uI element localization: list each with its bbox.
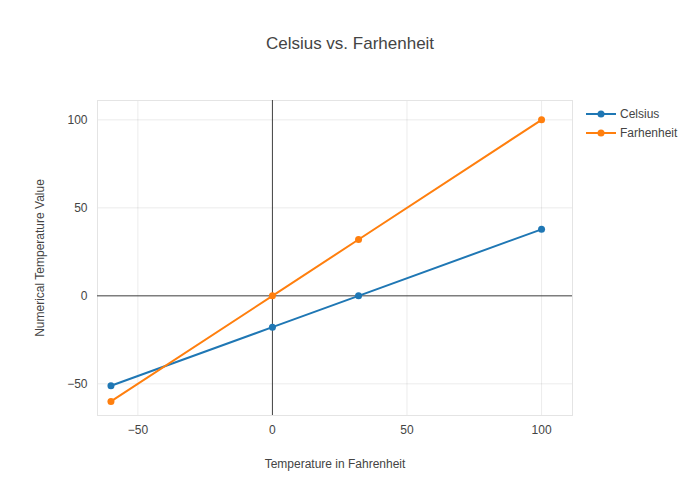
svg-text:0: 0 xyxy=(81,289,88,303)
html-text:Celsius vs. Farhenheit: Celsius vs. Farhenheit xyxy=(265,34,435,53)
svg-text:−50: −50 xyxy=(67,377,88,391)
svg-text:−50: −50 xyxy=(128,423,149,437)
svg-text:Temperature in Fahrenheit: Temperature in Fahrenheit xyxy=(265,457,406,471)
svg-text:50: 50 xyxy=(400,423,414,437)
html-text:Celsius: Celsius xyxy=(620,106,660,121)
svg-text:0: 0 xyxy=(269,423,276,437)
svg-text:100: 100 xyxy=(67,113,87,127)
svg-text:Numerical Temperature Value: Numerical Temperature Value xyxy=(33,179,47,337)
svg-text:100: 100 xyxy=(532,423,552,437)
svg-text:50: 50 xyxy=(74,201,88,215)
html-text:Farhenheit: Farhenheit xyxy=(620,125,678,140)
